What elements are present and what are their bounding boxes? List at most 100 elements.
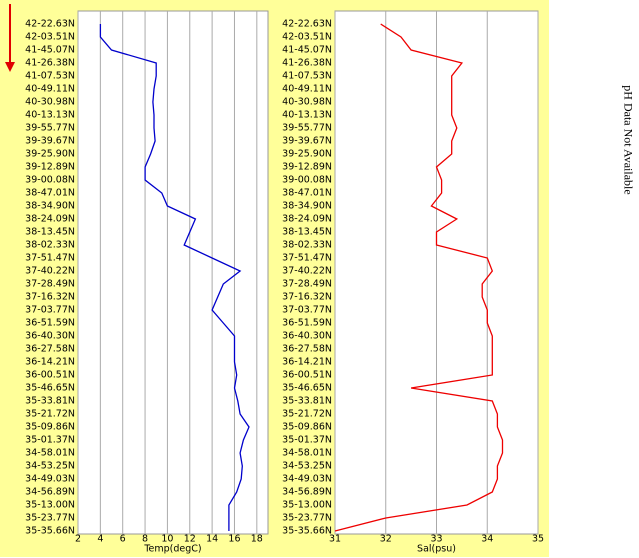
y-tick-label: 39-00.08N xyxy=(282,175,332,186)
y-tick-label: 39-55.77N xyxy=(282,123,332,134)
y-tick-label: 36-27.58N xyxy=(282,344,332,355)
y-tick-label: 35-13.00N xyxy=(282,500,332,511)
annotation: pH Data Not Available xyxy=(621,85,635,194)
y-tick-label: 38-24.09N xyxy=(282,214,332,225)
y-tick-label: 35-46.65N xyxy=(282,383,332,394)
x-tick-label: 32 xyxy=(380,534,392,545)
y-tick-label: 38-24.09N xyxy=(25,214,75,225)
x-tick-label: 34 xyxy=(481,534,493,545)
y-tick-label: 39-00.08N xyxy=(25,175,75,186)
y-tick-label: 40-30.98N xyxy=(25,97,75,108)
y-tick-label: 39-25.90N xyxy=(25,149,75,160)
y-tick-label: 34-49.03N xyxy=(25,474,75,485)
y-tick-label: 38-34.90N xyxy=(282,201,332,212)
y-tick-label: 36-00.51N xyxy=(282,370,332,381)
y-tick-label: 37-40.22N xyxy=(282,266,332,277)
data-line xyxy=(99,24,250,531)
x-tick-label: 31 xyxy=(329,534,341,545)
y-tick-label: 34-58.01N xyxy=(25,448,75,459)
y-tick-label: 37-51.47N xyxy=(282,253,332,264)
x-tick-label: 14 xyxy=(206,534,218,545)
y-tick-label: 38-13.45N xyxy=(282,227,332,238)
y-tick-label: 39-55.77N xyxy=(25,123,75,134)
y-tick-label: 36-51.59N xyxy=(25,318,75,329)
y-tick-label: 35-23.77N xyxy=(282,513,332,524)
y-tick-label: 34-53.25N xyxy=(282,461,332,472)
y-tick-label: 34-56.89N xyxy=(282,487,332,498)
y-tick-label: 35-01.37N xyxy=(25,435,75,446)
y-tick-label: 37-16.32N xyxy=(282,292,332,303)
y-tick-label: 41-45.07N xyxy=(25,45,75,56)
y-tick-label: 34-58.01N xyxy=(282,448,332,459)
y-tick-label: 37-40.22N xyxy=(25,266,75,277)
y-tick-label: 39-39.67N xyxy=(25,136,75,147)
x-tick-label: 10 xyxy=(161,534,173,545)
y-tick-label: 37-28.49N xyxy=(25,279,75,290)
x-tick-label: 16 xyxy=(228,534,240,545)
y-tick-label: 34-53.25N xyxy=(25,461,75,472)
y-tick-label: 34-49.03N xyxy=(282,474,332,485)
y-tick-label: 42-03.51N xyxy=(25,32,75,43)
y-tick-label: 35-01.37N xyxy=(282,435,332,446)
y-tick-label: 37-03.77N xyxy=(25,305,75,316)
x-tick-label: 35 xyxy=(532,534,544,545)
y-tick-label: 37-28.49N xyxy=(282,279,332,290)
y-tick-label: 35-35.66N xyxy=(282,526,332,537)
x-tick-label: 4 xyxy=(97,534,103,545)
y-tick-label: 36-14.21N xyxy=(282,357,332,368)
x-axis-label: Sal(psu) xyxy=(417,544,456,555)
y-tick-label: 36-27.58N xyxy=(25,344,75,355)
y-tick-label: 36-51.59N xyxy=(282,318,332,329)
y-tick-label: 36-40.30N xyxy=(25,331,75,342)
direction-arrow-head xyxy=(5,62,15,72)
y-tick-label: 40-49.11N xyxy=(282,84,332,95)
y-tick-label: 39-39.67N xyxy=(282,136,332,147)
y-tick-label: 35-21.72N xyxy=(282,409,332,420)
y-tick-label: 42-03.51N xyxy=(282,32,332,43)
y-tick-label: 40-13.13N xyxy=(282,110,332,121)
y-tick-label: 36-00.51N xyxy=(25,370,75,381)
y-tick-label: 38-02.33N xyxy=(25,240,75,251)
y-tick-label: 41-45.07N xyxy=(282,45,332,56)
y-tick-label: 35-13.00N xyxy=(25,500,75,511)
y-tick-label: 37-03.77N xyxy=(282,305,332,316)
plot-area xyxy=(77,10,269,535)
y-tick-label: 38-47.01N xyxy=(25,188,75,199)
x-tick-label: 18 xyxy=(251,534,263,545)
x-tick-label: 33 xyxy=(430,534,442,545)
y-tick-label: 35-35.66N xyxy=(25,526,75,537)
y-tick-label: 35-46.65N xyxy=(25,383,75,394)
y-tick-label: 38-34.90N xyxy=(25,201,75,212)
y-tick-label: 41-26.38N xyxy=(25,58,75,69)
x-tick-label: 8 xyxy=(142,534,148,545)
x-axis-label: Temp(degC) xyxy=(143,544,201,555)
y-tick-label: 38-02.33N xyxy=(282,240,332,251)
y-tick-label: 36-14.21N xyxy=(25,357,75,368)
y-tick-label: 41-07.53N xyxy=(282,71,332,82)
y-tick-label: 35-09.86N xyxy=(25,422,75,433)
x-tick-label: 2 xyxy=(75,534,81,545)
y-tick-label: 35-09.86N xyxy=(282,422,332,433)
y-tick-label: 39-25.90N xyxy=(282,149,332,160)
y-tick-label: 39-12.89N xyxy=(282,162,332,173)
y-tick-label: 36-40.30N xyxy=(282,331,332,342)
y-tick-label: 35-21.72N xyxy=(25,409,75,420)
y-tick-label: 37-51.47N xyxy=(25,253,75,264)
y-tick-label: 41-07.53N xyxy=(25,71,75,82)
y-tick-label: 34-56.89N xyxy=(25,487,75,498)
y-tick-label: 37-16.32N xyxy=(25,292,75,303)
x-tick-label: 6 xyxy=(120,534,126,545)
y-tick-label: 40-49.11N xyxy=(25,84,75,95)
x-tick-label: 12 xyxy=(184,534,196,545)
y-tick-label: 40-30.98N xyxy=(282,97,332,108)
data-line xyxy=(334,23,504,532)
y-tick-label: 41-26.38N xyxy=(282,58,332,69)
y-tick-label: 38-47.01N xyxy=(282,188,332,199)
y-tick-label: 38-13.45N xyxy=(25,227,75,238)
y-tick-label: 40-13.13N xyxy=(25,110,75,121)
y-tick-label: 39-12.89N xyxy=(25,162,75,173)
y-tick-label: 35-33.81N xyxy=(25,396,75,407)
y-tick-label: 35-33.81N xyxy=(282,396,332,407)
y-tick-label: 42-22.63N xyxy=(282,19,332,30)
